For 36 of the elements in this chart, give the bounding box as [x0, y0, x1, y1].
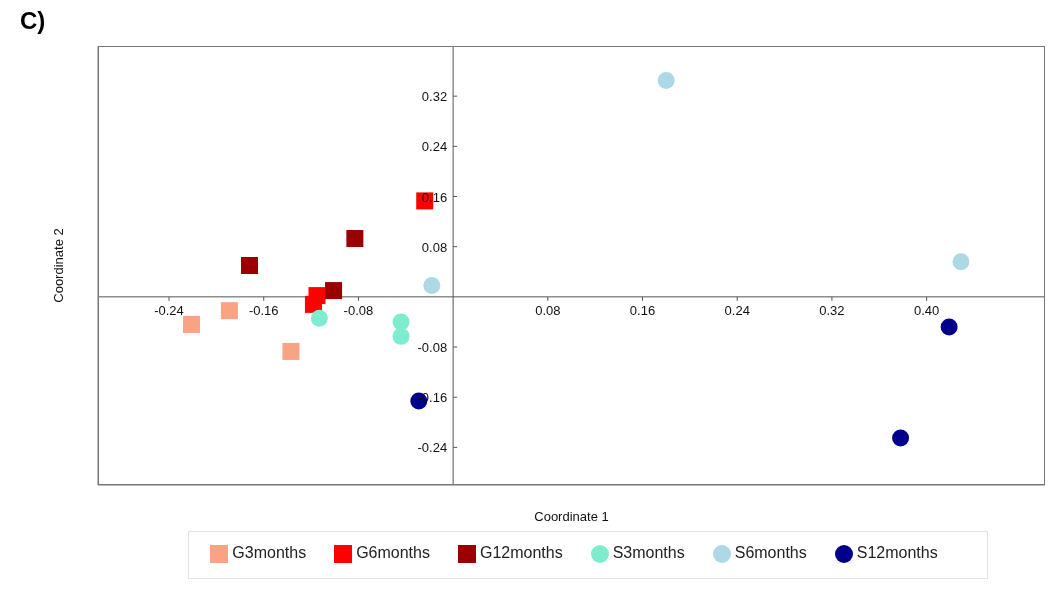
- point: [304, 295, 322, 313]
- x-tick-label: 0.40: [913, 302, 940, 318]
- point: [241, 257, 259, 274]
- legend-label: G6months: [356, 544, 430, 561]
- point: [892, 429, 910, 447]
- y-tick-label: 0.32: [421, 89, 448, 105]
- x-axis-title: Coordinate 1: [534, 509, 609, 524]
- point: [325, 282, 343, 300]
- legend-label: G3months: [232, 544, 307, 561]
- legend-label: S3months: [612, 544, 685, 561]
- point: [392, 327, 410, 345]
- x-tick-label: 0.32: [819, 302, 845, 318]
- point: [220, 302, 238, 320]
- legend-label: S12months: [856, 544, 938, 561]
- point: [183, 315, 201, 333]
- x-tick-label: -0.08: [343, 302, 374, 318]
- point: [952, 253, 970, 271]
- y-tick-label: -0.08: [417, 340, 448, 356]
- legend-label: S6months: [734, 544, 807, 561]
- point: [657, 71, 675, 89]
- y-tick-label: 0.08: [421, 239, 448, 255]
- point: [282, 342, 300, 360]
- x-tick-label: 0.08: [535, 302, 561, 318]
- y-axis-title: Coordinate 2: [50, 228, 66, 303]
- y-tick-label: 0.24: [421, 139, 448, 155]
- chart-title: C): [20, 7, 47, 34]
- x-tick-label: 0.16: [629, 302, 656, 318]
- point: [346, 230, 364, 248]
- point: [310, 309, 328, 327]
- x-tick-label: -0.24: [154, 302, 184, 318]
- y-tick-label: -0.24: [417, 440, 448, 456]
- x-tick-label: 0.24: [724, 302, 750, 318]
- legend-label: G12months: [479, 544, 563, 561]
- point: [423, 277, 441, 295]
- point: [940, 318, 958, 336]
- x-tick-label: -0.16: [248, 302, 279, 318]
